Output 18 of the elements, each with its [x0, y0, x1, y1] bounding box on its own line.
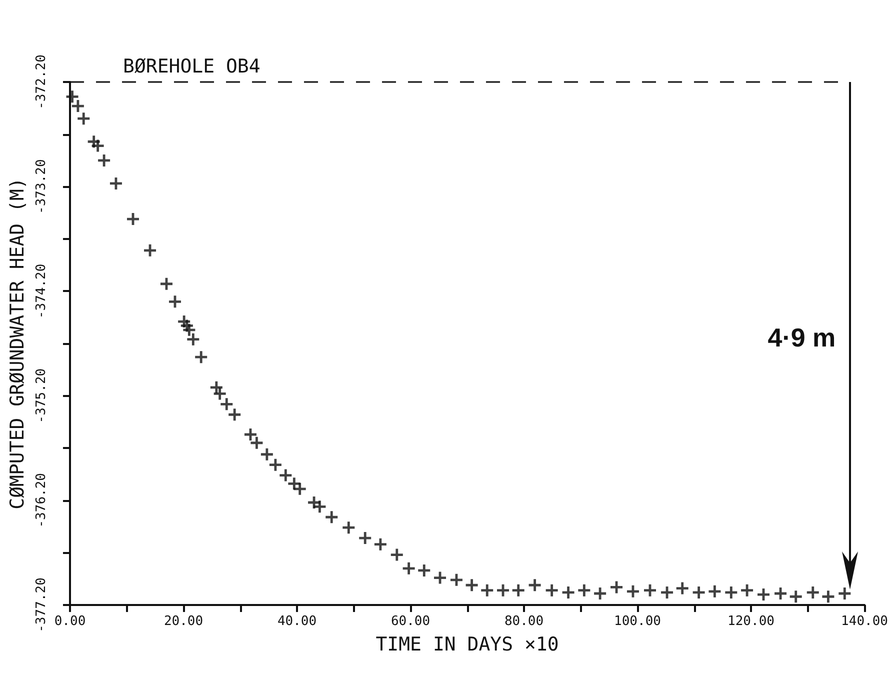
y-tick-label: -375.20	[34, 368, 49, 424]
x-tick-label: 140.00	[841, 614, 888, 629]
y-tick-label: -376.20	[34, 473, 49, 528]
x-tick-label: 100.00	[614, 614, 661, 629]
y-tick-label: -373.20	[34, 159, 49, 214]
chart-title: BØREHOLE OB4	[123, 56, 260, 78]
x-tick-label: 120.00	[728, 614, 774, 629]
y-tick-label: -372.20	[34, 54, 49, 110]
x-tick-label: 40.00	[277, 614, 317, 629]
x-tick-label: 60.00	[390, 614, 430, 629]
x-tick-label: 80.00	[504, 614, 544, 629]
annotation: 4·9 m	[768, 322, 836, 353]
y-tick-label: -374.20	[34, 264, 49, 319]
x-tick-label: 0.00	[54, 614, 86, 629]
y-tick-label: -377.20	[34, 578, 49, 632]
y-axis-title: CØMPUTED GRØUNDWATER HEAD (M)	[6, 178, 29, 510]
x-axis-title: TIME IN DAYS ×10	[376, 634, 559, 656]
x-tick-label: 20.00	[164, 614, 204, 629]
